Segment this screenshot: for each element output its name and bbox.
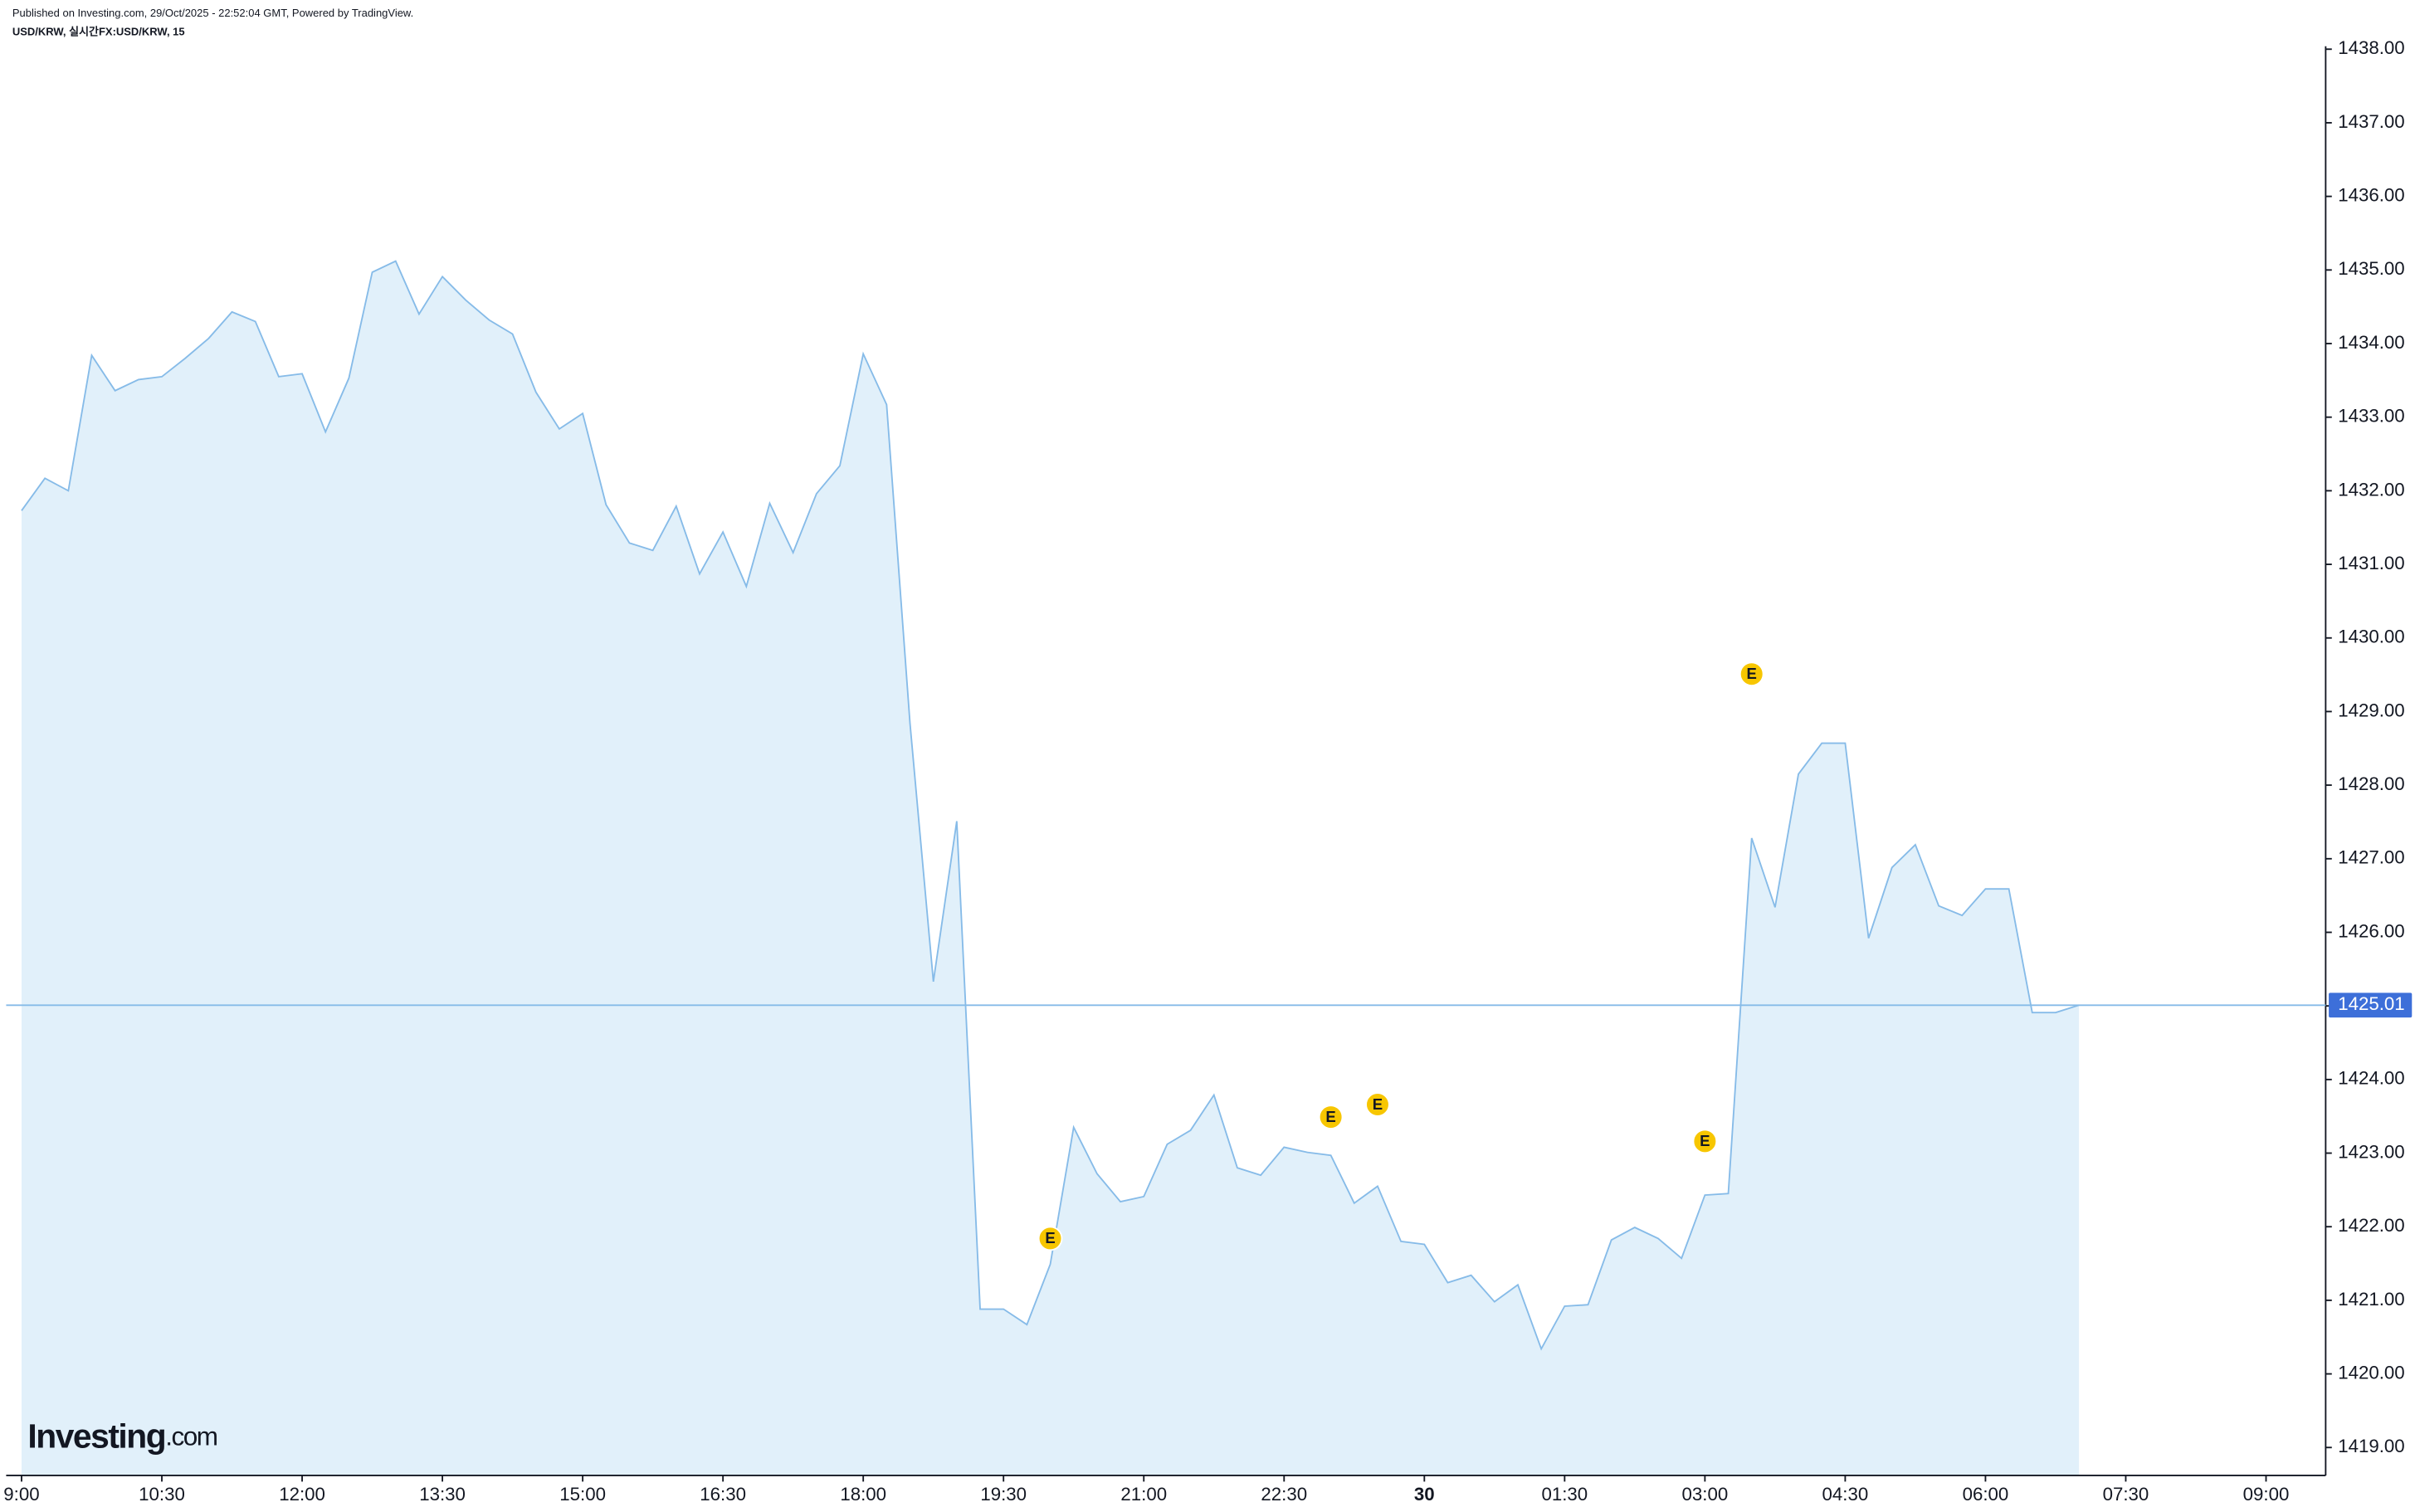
- x-tick-label: 09:00: [2243, 1484, 2290, 1505]
- x-tick-label: 13:30: [419, 1484, 466, 1505]
- event-label: E: [1325, 1108, 1335, 1125]
- last-price-box: [2329, 993, 2413, 1018]
- y-tick-label: 1435.00: [2338, 258, 2405, 279]
- area-fill: [21, 261, 2080, 1475]
- logo: Investing.com: [27, 1417, 217, 1455]
- x-tick-label: 22:30: [1261, 1484, 1307, 1505]
- logo-name: Investing: [27, 1417, 165, 1455]
- y-tick-label: 1423.00: [2338, 1141, 2405, 1162]
- y-tick-label: 1432.00: [2338, 479, 2405, 500]
- published-note: Published on Investing.com, 29/Oct/2025 …: [12, 7, 413, 19]
- y-tick-label: 1419.00: [2338, 1436, 2405, 1456]
- event-marker: [1692, 1129, 1718, 1154]
- event-label: E: [1747, 665, 1757, 682]
- y-tick-label: 1420.00: [2338, 1362, 2405, 1383]
- y-tick-label: 1437.00: [2338, 111, 2405, 132]
- y-tick-label: 1436.00: [2338, 185, 2405, 206]
- event-marker: [1037, 1226, 1063, 1251]
- logo-suffix: .com: [165, 1422, 217, 1451]
- y-tick-label: 1434.00: [2338, 332, 2405, 353]
- x-tick-label: 10:30: [139, 1484, 185, 1505]
- event-label: E: [1373, 1095, 1383, 1113]
- x-tick-label: 9:00: [3, 1484, 39, 1505]
- x-tick-label: 03:00: [1682, 1484, 1729, 1505]
- y-tick-label: 1422.00: [2338, 1215, 2405, 1236]
- x-tick-label: 19:30: [980, 1484, 1027, 1505]
- x-tick-label: 04:30: [1822, 1484, 1869, 1505]
- price-line: [21, 260, 2080, 1351]
- y-tick-label: 1438.00: [2338, 37, 2405, 58]
- symbol-label: USD/KRW, 실시간FX:USD/KRW, 15: [12, 25, 185, 37]
- y-tick-label: 1424.00: [2338, 1068, 2405, 1089]
- x-tick-label: 16:30: [700, 1484, 746, 1505]
- event-label: E: [1045, 1229, 1055, 1246]
- x-tick-label: 30: [1414, 1484, 1435, 1505]
- y-tick-label: 1433.00: [2338, 406, 2405, 427]
- y-tick-label: 1428.00: [2338, 773, 2405, 794]
- x-tick-label: 21:00: [1120, 1484, 1167, 1505]
- x-tick-label: 06:00: [1963, 1484, 2009, 1505]
- x-tick-label: 01:30: [1541, 1484, 1588, 1505]
- y-tick-label: 1429.00: [2338, 700, 2405, 720]
- x-tick-label: 07:30: [2103, 1484, 2149, 1505]
- x-tick-label: 15:00: [559, 1484, 606, 1505]
- y-tick-label: 1426.00: [2338, 920, 2405, 941]
- event-label: E: [1700, 1132, 1710, 1149]
- y-tick-label: 1431.00: [2338, 553, 2405, 573]
- x-tick-label: 18:00: [840, 1484, 886, 1505]
- plot-area: [21, 260, 2080, 1475]
- y-tick-label: 1430.00: [2338, 627, 2405, 647]
- x-tick-label: 12:00: [279, 1484, 325, 1505]
- y-tick-label: 1427.00: [2338, 847, 2405, 868]
- y-tick-label: 1421.00: [2338, 1289, 2405, 1310]
- event-marker: [1739, 661, 1764, 687]
- event-marker: [1365, 1092, 1390, 1117]
- last-price-label: 1425.01: [2338, 993, 2405, 1014]
- event-marker: [1318, 1105, 1344, 1129]
